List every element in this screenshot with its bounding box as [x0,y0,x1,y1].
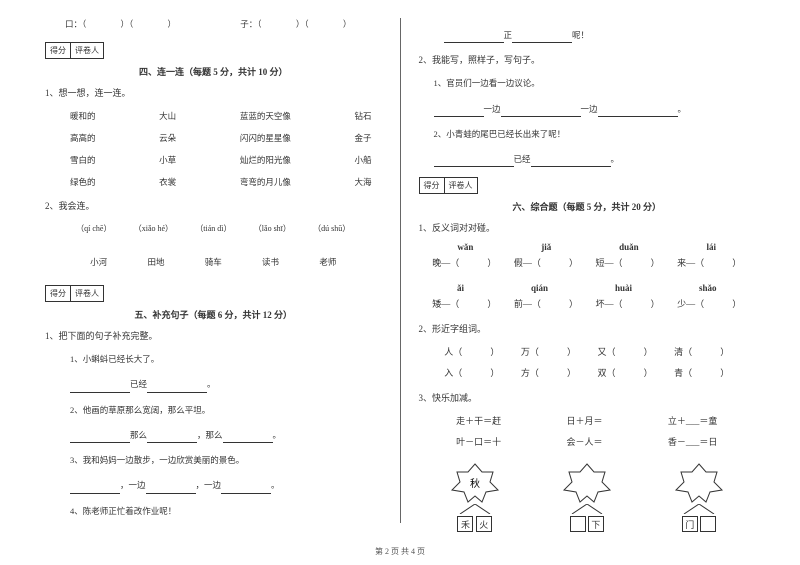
sentence-r1b: 一边一边。 [434,102,756,117]
match-row: 绿色的衣裳弯弯的月儿像大海 [45,171,382,193]
char-box: 禾 [457,516,473,532]
blank [135,20,165,30]
sentence-r2: 2、小青蛙的尾巴已经长出来了呢！ [434,127,756,142]
match-row: 暖和的大山蓝蓝的天空像钻石 [45,105,382,127]
diagram-2: 下 [562,462,612,532]
connector-icon [450,504,500,514]
q5r-2: 2、我能写，照样子，写句子。 [419,53,756,66]
sentence-4b: 正呢！ [444,28,756,43]
frag-l1: 口：（ [65,19,86,29]
sentence-r1: 1、官员们一边看一边议论。 [434,76,756,91]
antonym-py2: ǎiqiánhuàishǎo [419,281,756,295]
blank[interactable] [531,157,611,167]
connector-icon [562,504,612,514]
score-box-4: 得分 评卷人 [45,42,104,59]
score-label: 得分 [46,286,71,301]
blank[interactable] [146,484,196,494]
xj-row2: 入（） 方（） 双（） 青（） [419,362,756,383]
reviewer-label: 评卷人 [71,43,103,58]
char-box: 下 [588,516,604,532]
sentence-1b: 已经。 [70,377,382,392]
blank[interactable] [434,107,484,117]
q6-2: 2、形近字组词。 [419,322,756,335]
blank[interactable] [434,157,514,167]
diagram-3: 门 [674,462,724,532]
score-box-6: 得分 评卷人 [419,177,478,194]
top-fragment: 口：（ ）（ ） 子：（ ）（ ） [45,18,382,30]
right-column: 正呢！ 2、我能写，照样子，写句子。 1、官员们一边看一边议论。 一边一边。 2… [401,18,766,523]
antonym-py1: wǎnjiǎduǎnlái [419,240,756,254]
section4-header: 得分 评卷人 [45,42,382,61]
q5-1: 1、把下面的句子补充完整。 [45,329,382,342]
sentence-3: 3、我和妈妈一边散步，一边欣赏美丽的景色。 [70,453,382,468]
star-icon [562,462,612,504]
diagram-row: 秋 禾 火 下 门 [419,462,756,532]
q6-3: 3、快乐加减。 [419,391,756,404]
section6-header: 得分 评卷人 [419,177,756,196]
sentence-4: 4、陈老师正忙着改作业呢！ [70,504,382,519]
frag-r1: 子：（ [240,19,261,29]
char-box[interactable] [700,516,716,532]
frag-r2: ）（ [296,19,309,29]
star-icon: 秋 [450,462,500,504]
frag-r3: ） [343,19,352,29]
left-column: 口：（ ）（ ） 子：（ ）（ ） 得分 评卷人 四、连一连（每题 5 分，共计… [35,18,401,523]
page-footer: 第 2 页 共 4 页 [0,546,800,557]
star-icon [674,462,724,504]
diagram-1: 秋 禾 火 [450,462,500,532]
connector-icon [674,504,724,514]
blank[interactable] [70,484,120,494]
blank[interactable] [147,383,207,393]
char-box[interactable] [570,516,586,532]
section5-header: 得分 评卷人 [45,285,382,304]
blank[interactable] [501,107,581,117]
sentence-r2b: 已经。 [434,152,756,167]
antonym-ch1: 晚—（） 假—（） 短—（） 来—（） [419,254,756,271]
word-row: 小河田地骑车读书老师 [45,251,382,273]
blank[interactable] [223,433,273,443]
calc-row1: 走＋干＝赶日＋月＝立＋___＝童 [419,410,756,431]
score-label: 得分 [420,178,445,193]
q4-2: 2、我会连。 [45,199,382,212]
sentence-2: 2、他画的草原那么宽阔，那么平坦。 [70,403,382,418]
antonym-ch2: 矮—（） 前—（） 坏—（） 少—（） [419,295,756,312]
section4-title: 四、连一连（每题 5 分，共计 10 分） [45,65,382,78]
blank[interactable] [147,433,197,443]
blank[interactable] [221,484,271,494]
blank[interactable] [70,433,130,443]
sentence-1: 1、小蝌蚪已经长大了。 [70,352,382,367]
char-box: 门 [682,516,698,532]
match-row: 雪白的小草灿烂的阳光像小船 [45,149,382,171]
frag-l2: ）（ [121,19,134,29]
match-row: 高高的云朵闪闪的星星像金子 [45,127,382,149]
pinyin-row: （qí chē）（xiǎo hé）（tián dì）（lǎo shī）（dú s… [45,218,382,239]
blank[interactable] [70,383,130,393]
section5-title: 五、补充句子（每题 6 分，共计 12 分） [45,308,382,321]
blank [311,20,341,30]
svg-text:秋: 秋 [470,477,480,490]
blank[interactable] [512,33,572,43]
reviewer-label: 评卷人 [445,178,477,193]
score-label: 得分 [46,43,71,58]
calc-row2: 叶－口＝十会－人＝香－___＝日 [419,431,756,452]
blank[interactable] [598,107,678,117]
char-box: 火 [476,516,492,532]
score-box-5: 得分 评卷人 [45,285,104,302]
xj-row1: 人（） 万（） 又（） 清（） [419,341,756,362]
sentence-3b: ，一边，一边。 [70,478,382,493]
q6-1: 1、反义词对对碰。 [419,221,756,234]
section6-title: 六、综合题（每题 5 分，共计 20 分） [419,200,756,213]
frag-l3: ） [168,19,177,29]
blank [264,20,294,30]
sentence-2b: 那么，那么。 [70,428,382,443]
blank[interactable] [444,33,504,43]
reviewer-label: 评卷人 [71,286,103,301]
q4-1: 1、想一想，连一连。 [45,86,382,99]
blank [88,20,118,30]
